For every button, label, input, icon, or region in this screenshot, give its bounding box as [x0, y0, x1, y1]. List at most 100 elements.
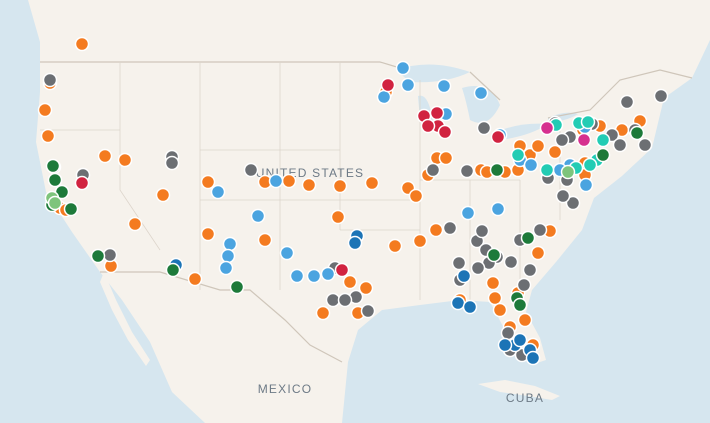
location-marker[interactable] [337, 292, 353, 308]
location-marker[interactable] [520, 230, 536, 246]
location-marker[interactable] [45, 158, 61, 174]
location-marker[interactable] [289, 268, 305, 284]
location-marker[interactable] [582, 157, 598, 173]
location-marker[interactable] [554, 132, 570, 148]
location-marker[interactable] [474, 223, 490, 239]
location-marker[interactable] [438, 150, 454, 166]
location-marker[interactable] [250, 208, 266, 224]
location-marker[interactable] [485, 275, 501, 291]
location-marker[interactable] [530, 245, 546, 261]
location-marker[interactable] [102, 247, 118, 263]
location-marker[interactable] [330, 209, 346, 225]
location-marker[interactable] [412, 233, 428, 249]
location-marker[interactable] [512, 332, 528, 348]
location-marker[interactable] [301, 177, 317, 193]
location-marker[interactable] [360, 303, 376, 319]
location-marker[interactable] [165, 262, 181, 278]
location-marker[interactable] [37, 102, 53, 118]
location-marker[interactable] [395, 60, 411, 76]
location-marker[interactable] [547, 144, 563, 160]
location-marker[interactable] [210, 184, 226, 200]
location-marker[interactable] [436, 78, 452, 94]
location-marker[interactable] [229, 279, 245, 295]
location-marker[interactable] [560, 164, 576, 180]
location-marker[interactable] [486, 247, 502, 263]
location-marker[interactable] [492, 302, 508, 318]
location-marker[interactable] [539, 162, 555, 178]
location-marker[interactable] [462, 299, 478, 315]
location-marker[interactable] [347, 235, 363, 251]
location-marker[interactable] [525, 350, 541, 366]
location-marker[interactable] [517, 312, 533, 328]
location-marker[interactable] [334, 262, 350, 278]
location-marker[interactable] [489, 162, 505, 178]
location-marker[interactable] [155, 187, 171, 203]
location-marker[interactable] [476, 120, 492, 136]
location-marker[interactable] [74, 175, 90, 191]
location-marker[interactable] [376, 89, 392, 105]
location-marker[interactable] [487, 290, 503, 306]
location-marker[interactable] [320, 266, 336, 282]
location-marker[interactable] [459, 163, 475, 179]
location-marker[interactable] [47, 195, 63, 211]
location-marker[interactable] [516, 277, 532, 293]
location-marker[interactable] [187, 271, 203, 287]
location-marker[interactable] [200, 174, 216, 190]
location-marker[interactable] [222, 236, 238, 252]
location-marker[interactable] [510, 147, 526, 163]
location-marker[interactable] [90, 248, 106, 264]
location-marker[interactable] [429, 105, 445, 121]
location-marker[interactable] [442, 220, 458, 236]
location-marker[interactable] [490, 201, 506, 217]
location-marker[interactable] [117, 152, 133, 168]
location-marker[interactable] [63, 201, 79, 217]
location-marker[interactable] [653, 88, 669, 104]
location-marker[interactable] [400, 77, 416, 93]
location-marker[interactable] [408, 188, 424, 204]
location-marker[interactable] [364, 175, 380, 191]
location-marker[interactable] [97, 148, 113, 164]
location-marker[interactable] [425, 162, 441, 178]
location-marker[interactable] [42, 72, 58, 88]
location-marker[interactable] [490, 129, 506, 145]
location-marker[interactable] [218, 260, 234, 276]
location-marker[interactable] [437, 124, 453, 140]
location-marker[interactable] [576, 132, 592, 148]
location-marker[interactable] [127, 216, 143, 232]
location-marker[interactable] [74, 36, 90, 52]
location-marker[interactable] [595, 147, 611, 163]
location-marker[interactable] [456, 268, 472, 284]
location-marker[interactable] [555, 188, 571, 204]
location-marker[interactable] [380, 77, 396, 93]
location-marker[interactable] [619, 94, 635, 110]
location-marker[interactable] [629, 125, 645, 141]
location-marker[interactable] [473, 85, 489, 101]
location-marker[interactable] [164, 155, 180, 171]
location-marker[interactable] [281, 173, 297, 189]
location-marker[interactable] [595, 132, 611, 148]
location-marker[interactable] [530, 138, 546, 154]
location-marker[interactable] [451, 255, 467, 271]
location-marker[interactable] [470, 260, 486, 276]
location-marker[interactable] [342, 274, 358, 290]
location-marker[interactable] [500, 325, 516, 341]
location-marker[interactable] [257, 232, 273, 248]
location-marker[interactable] [315, 305, 331, 321]
location-marker[interactable] [387, 238, 403, 254]
location-marker[interactable] [612, 137, 628, 153]
location-marker[interactable] [268, 173, 284, 189]
location-marker[interactable] [306, 268, 322, 284]
location-marker[interactable] [637, 137, 653, 153]
location-marker[interactable] [47, 172, 63, 188]
location-marker[interactable] [539, 120, 555, 136]
location-marker[interactable] [428, 222, 444, 238]
location-marker[interactable] [332, 178, 348, 194]
location-marker[interactable] [578, 177, 594, 193]
location-marker[interactable] [532, 222, 548, 238]
location-marker[interactable] [420, 118, 436, 134]
location-marker[interactable] [522, 262, 538, 278]
location-marker[interactable] [503, 254, 519, 270]
location-marker[interactable] [40, 128, 56, 144]
location-marker[interactable] [565, 195, 581, 211]
